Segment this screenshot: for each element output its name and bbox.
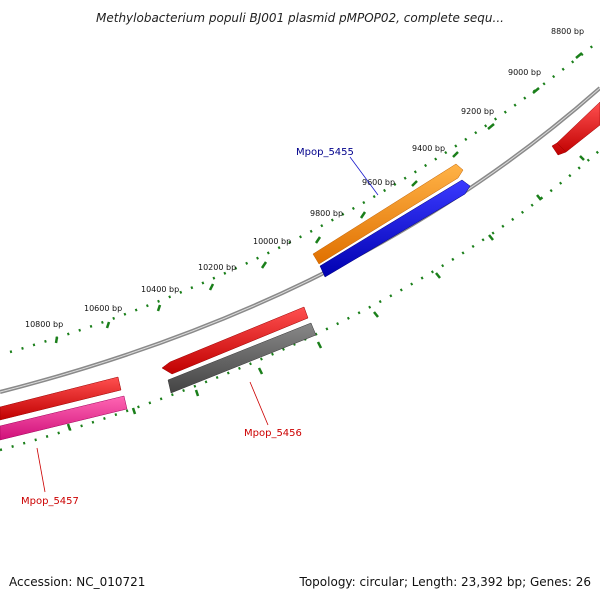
leader-line-mpop-5457 (36, 447, 46, 493)
gene-mpop-5457[interactable] (0, 376, 122, 421)
tick-label: 10000 bp (253, 237, 291, 246)
gene-blue-feature[interactable] (319, 179, 471, 278)
tick-label: 8800 bp (551, 27, 584, 36)
gene-label-mpop-5457[interactable]: Mpop_5457 (21, 496, 79, 507)
gene-features (0, 101, 600, 441)
gene-mpop-5456[interactable] (161, 306, 309, 375)
tick-label: 9600 bp (362, 178, 395, 187)
leader-line-mpop-5455 (349, 156, 379, 196)
inner-major-ticks (66, 155, 585, 431)
tick-label: 9800 bp (310, 209, 343, 218)
inner-tick-ring (0, 149, 600, 452)
gene-labels: Mpop_5455 Mpop_5456 Mpop_5457 (21, 147, 379, 507)
tick-label: 9000 bp (508, 68, 541, 77)
gene-pink-feature[interactable] (0, 395, 128, 441)
tick-label: 10200 bp (198, 263, 236, 272)
tick-label: 10400 bp (141, 285, 179, 294)
gene-gray-feature[interactable] (167, 322, 317, 394)
gene-label-mpop-5456[interactable]: Mpop_5456 (244, 428, 302, 439)
leader-line-mpop-5456 (249, 381, 269, 426)
backbone-inner (0, 87, 600, 393)
gene-mpop-5455[interactable] (312, 163, 464, 265)
gene-red-feature-right[interactable] (551, 101, 600, 156)
backbone-outer (0, 86, 600, 394)
tick-label: 10800 bp (25, 320, 63, 329)
outer-major-ticks (54, 52, 583, 344)
tick-label: 9200 bp (461, 107, 494, 116)
map-title: Methylobacterium populi BJ001 plasmid pM… (96, 11, 504, 25)
tick-label: 10600 bp (84, 304, 122, 313)
map-summary-text: Topology: circular; Length: 23,392 bp; G… (299, 575, 591, 589)
accession-text: Accession: NC_010721 (9, 575, 145, 589)
gene-label-mpop-5455[interactable]: Mpop_5455 (296, 147, 354, 158)
tick-labels: 8800 bp 9000 bp 9200 bp 9400 bp 9600 bp … (25, 27, 584, 329)
tick-label: 9400 bp (412, 144, 445, 153)
